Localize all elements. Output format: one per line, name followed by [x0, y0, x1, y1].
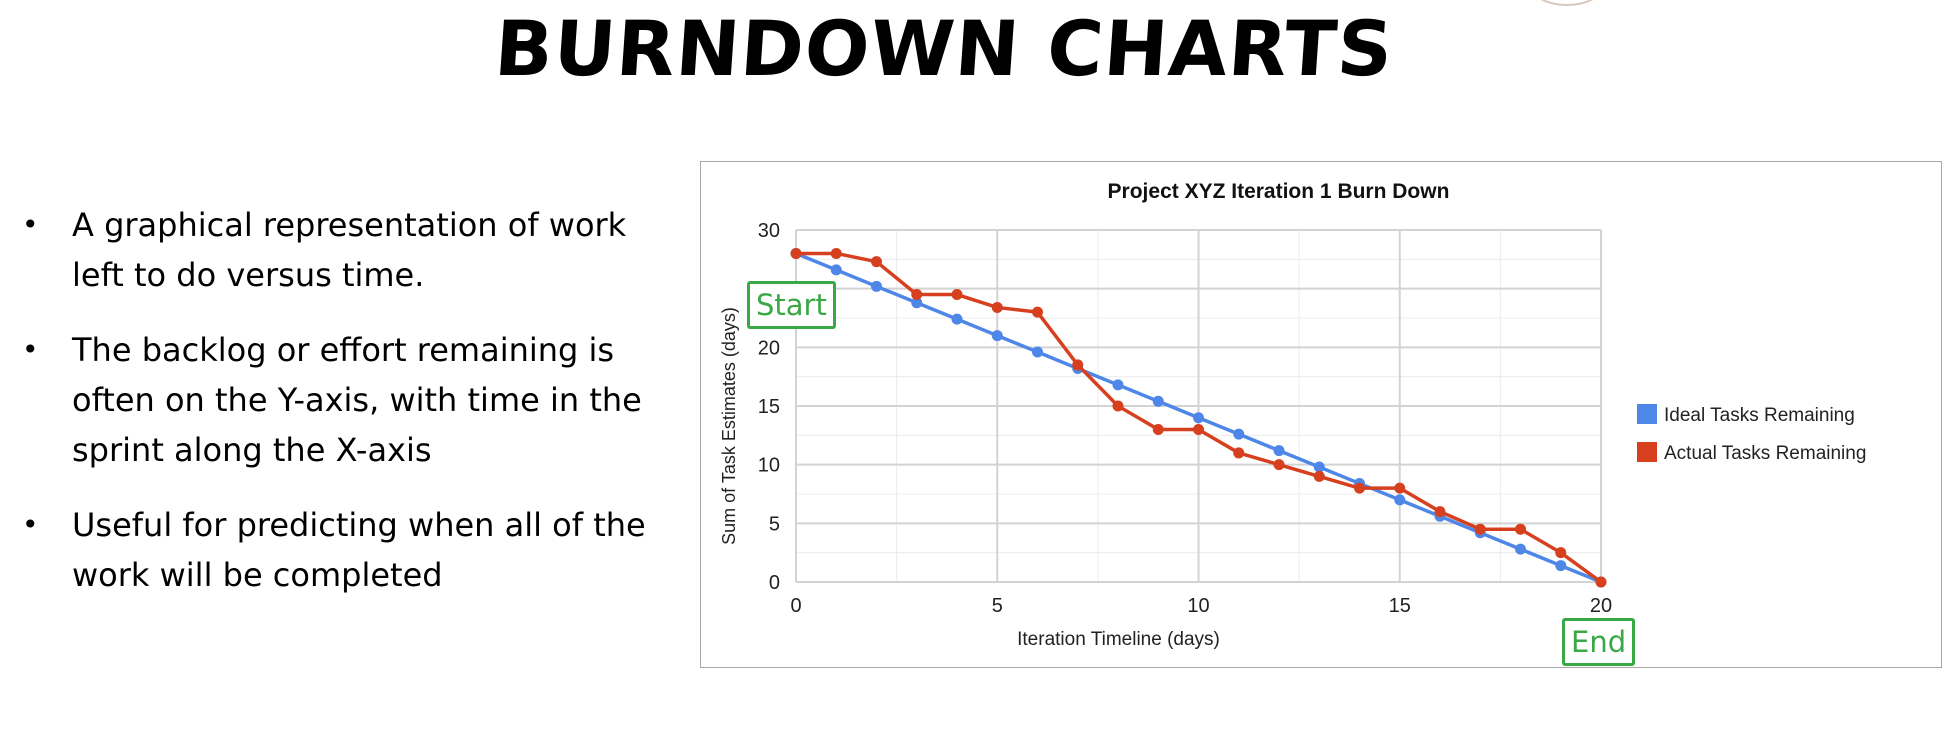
data-point	[1313, 461, 1325, 473]
end-callout: End	[1562, 618, 1636, 666]
bullet-item: • A graphical representation of work left…	[22, 200, 672, 300]
x-axis-label: Iteration Timeline (days)	[1017, 629, 1220, 650]
burndown-chart: 05101520253005101520Project XYZ Iteratio…	[700, 161, 1942, 668]
data-point	[790, 247, 802, 259]
data-point	[1555, 547, 1567, 559]
chart-canvas: 05101520253005101520Project XYZ Iteratio…	[719, 180, 1866, 650]
x-tick-label: 5	[992, 595, 1003, 617]
bullet-text: The backlog or effort remaining is often…	[72, 331, 642, 469]
data-point	[1233, 447, 1245, 459]
data-point	[1193, 412, 1204, 424]
data-point	[1595, 576, 1607, 588]
data-point	[991, 330, 1003, 342]
data-point	[1474, 523, 1486, 535]
bullet-item: • Useful for predicting when all of the w…	[22, 500, 672, 600]
bullet-dot-icon: •	[22, 208, 39, 241]
slide-title: BURNDOWN CHARTS	[491, 4, 1397, 93]
data-point	[1032, 346, 1043, 358]
data-point	[1273, 445, 1285, 457]
x-tick-label: 20	[1590, 595, 1612, 617]
data-point	[830, 264, 842, 276]
data-point	[871, 280, 882, 292]
y-tick-label: 20	[758, 337, 780, 359]
data-point	[1515, 523, 1526, 535]
bullet-item: • The backlog or effort remaining is ofte…	[22, 325, 672, 475]
data-point	[991, 301, 1003, 313]
data-point	[830, 247, 842, 259]
logo-fragment	[1528, 0, 1606, 6]
legend-label: Actual Tasks Remaining	[1664, 443, 1866, 464]
y-tick-label: 0	[769, 572, 780, 594]
x-tick-label: 10	[1187, 595, 1209, 617]
data-point	[1354, 482, 1365, 494]
data-point	[1233, 428, 1245, 440]
data-point	[1394, 482, 1406, 494]
data-point	[1072, 359, 1084, 371]
bullet-text: A graphical representation of work left …	[72, 206, 627, 294]
bullet-list: • A graphical representation of work left…	[22, 200, 672, 625]
data-point	[1032, 306, 1043, 318]
data-point	[871, 256, 882, 268]
data-point	[1152, 423, 1164, 435]
y-tick-label: 10	[758, 455, 780, 477]
data-point	[1313, 470, 1325, 482]
data-point	[1394, 494, 1406, 506]
data-point	[1112, 379, 1124, 391]
bullet-dot-icon: •	[22, 333, 39, 366]
data-point	[951, 313, 963, 325]
bullet-text: Useful for predicting when all of the wo…	[72, 506, 646, 594]
data-point	[1193, 423, 1204, 435]
data-point	[1555, 560, 1567, 572]
data-point	[1434, 506, 1446, 518]
data-point	[1273, 459, 1285, 471]
x-tick-label: 0	[790, 595, 801, 617]
legend-label: Ideal Tasks Remaining	[1664, 405, 1855, 426]
data-point	[911, 289, 923, 301]
start-callout: Start	[747, 281, 836, 329]
legend-swatch	[1637, 404, 1657, 424]
data-point	[911, 297, 923, 309]
y-axis-label: Sum of Task Estimates (days)	[719, 307, 739, 545]
bullet-dot-icon: •	[22, 508, 39, 541]
data-point	[951, 289, 963, 301]
data-point	[1152, 395, 1164, 407]
y-tick-label: 5	[769, 513, 780, 535]
y-tick-label: 30	[758, 220, 780, 242]
data-point	[1112, 400, 1124, 412]
chart-title: Project XYZ Iteration 1 Burn Down	[1108, 180, 1450, 203]
data-point	[1515, 543, 1526, 555]
y-tick-label: 15	[758, 396, 780, 418]
x-tick-label: 15	[1389, 595, 1411, 617]
legend-swatch	[1637, 442, 1657, 462]
